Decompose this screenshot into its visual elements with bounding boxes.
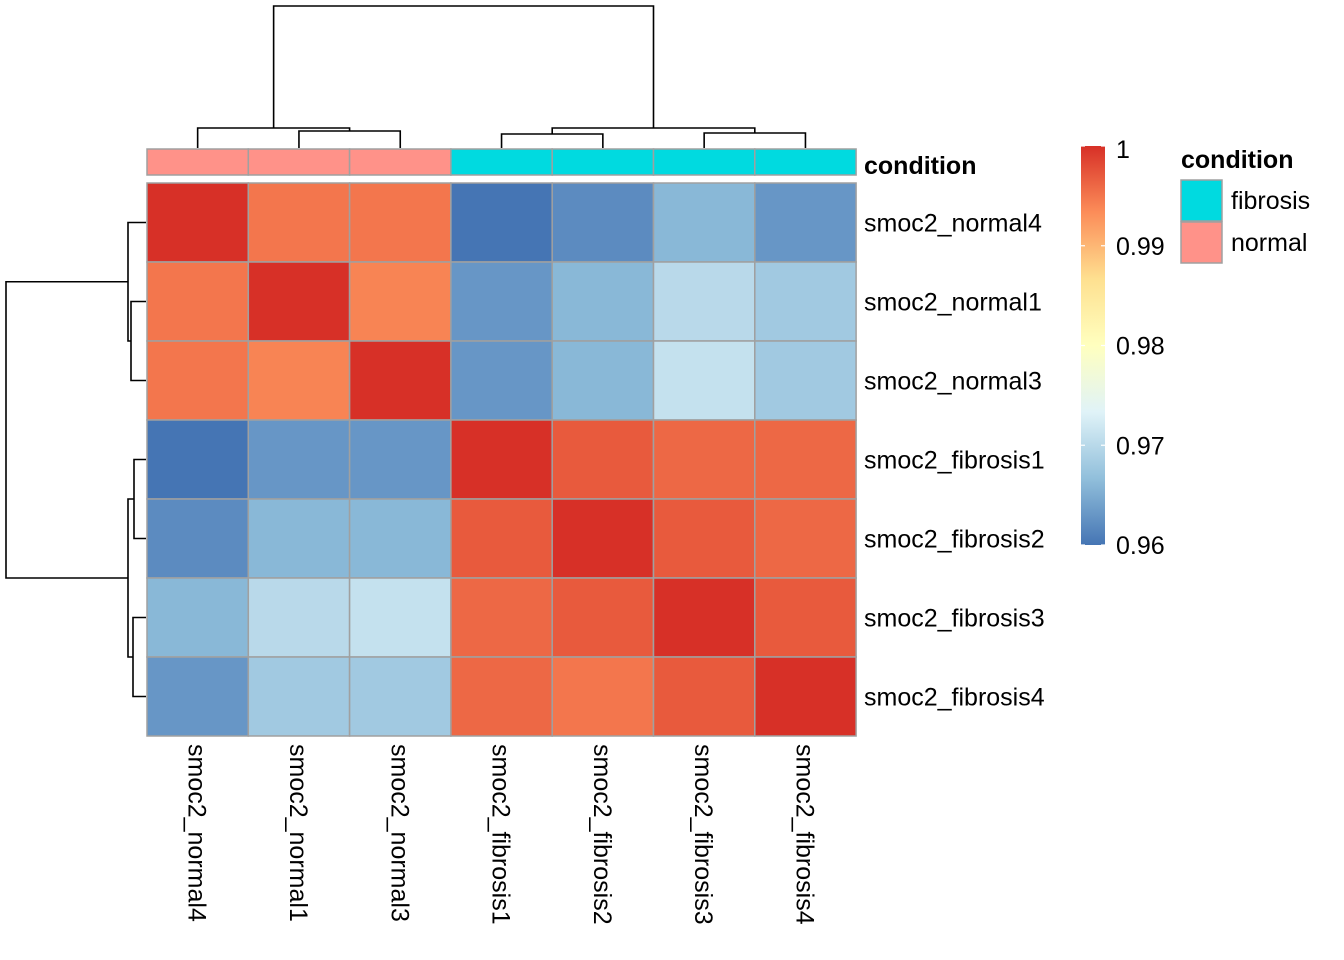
heatmap-cell bbox=[551, 656, 655, 737]
heatmap-cell bbox=[450, 577, 553, 658]
heatmap-cell bbox=[652, 656, 756, 737]
row-label: smoc2_normal4 bbox=[864, 210, 1042, 238]
heatmap-cell bbox=[146, 577, 250, 658]
row-label: smoc2_fibrosis4 bbox=[864, 684, 1045, 712]
heatmap-cell bbox=[146, 656, 250, 737]
column-label: smoc2_normal1 bbox=[284, 744, 312, 922]
color-scale-tick-label: 0.99 bbox=[1116, 233, 1165, 261]
annotation-label: condition bbox=[864, 152, 976, 180]
heatmap-cell bbox=[754, 419, 857, 500]
annotation-cell-fibrosis bbox=[450, 148, 553, 176]
condition-legend: condition fibrosis normal bbox=[1180, 146, 1310, 264]
color-scale-tick-label: 0.96 bbox=[1116, 532, 1165, 560]
heatmap-cell bbox=[348, 261, 452, 342]
heatmap-cell bbox=[247, 340, 351, 421]
row-label: smoc2_normal1 bbox=[864, 289, 1042, 317]
column-label: smoc2_fibrosis1 bbox=[487, 744, 515, 925]
heatmap-cell bbox=[450, 261, 553, 342]
annotation-cell-fibrosis bbox=[551, 148, 655, 176]
column-label: smoc2_fibrosis2 bbox=[588, 744, 616, 925]
heatmap-cell bbox=[551, 340, 655, 421]
color-scale-tick-label: 0.98 bbox=[1116, 333, 1165, 361]
heatmap-cell bbox=[551, 498, 655, 579]
heatmap-cell bbox=[450, 340, 553, 421]
heatmap-cell bbox=[146, 340, 250, 421]
row-dendrogram bbox=[5, 221, 146, 698]
heatmap-cell bbox=[348, 656, 452, 737]
column-label: smoc2_fibrosis3 bbox=[689, 744, 717, 925]
heatmap-cell bbox=[754, 498, 857, 579]
heatmap-cell bbox=[348, 419, 452, 500]
condition-legend-title: condition bbox=[1181, 146, 1293, 174]
row-label: smoc2_fibrosis2 bbox=[864, 526, 1045, 554]
heatmap-cell bbox=[450, 656, 553, 737]
heatmap-cell bbox=[247, 261, 351, 342]
dendrogram-branch bbox=[130, 300, 146, 382]
column-label: smoc2_normal4 bbox=[183, 744, 211, 922]
annotation-cell-normal bbox=[348, 148, 452, 176]
dendrogram-branch bbox=[132, 616, 146, 698]
heatmap-cell bbox=[450, 419, 553, 500]
heatmap-cell bbox=[450, 182, 553, 263]
legend-label-normal: normal bbox=[1231, 229, 1307, 257]
heatmap-cell bbox=[754, 577, 857, 658]
row-label: smoc2_fibrosis3 bbox=[864, 605, 1045, 633]
heatmap-cell bbox=[652, 419, 756, 500]
heatmap-cell bbox=[551, 577, 655, 658]
annotation-cell-normal bbox=[247, 148, 351, 176]
dendrogram-branch bbox=[703, 132, 807, 148]
column-label: smoc2_normal3 bbox=[385, 744, 413, 922]
heatmap-cell bbox=[652, 340, 756, 421]
heatmap-cell bbox=[146, 261, 250, 342]
column-label: smoc2_fibrosis4 bbox=[790, 744, 818, 925]
row-label: smoc2_fibrosis1 bbox=[864, 447, 1045, 475]
heatmap-cell bbox=[247, 419, 351, 500]
color-scale-tick-label: 1 bbox=[1116, 136, 1130, 164]
heatmap-cell bbox=[652, 261, 756, 342]
heatmap-cell bbox=[652, 577, 756, 658]
color-scale-tick-label: 0.97 bbox=[1116, 432, 1165, 460]
heatmap-cell bbox=[146, 182, 250, 263]
dendrogram-branch bbox=[500, 133, 604, 148]
legend-swatch-fibrosis bbox=[1180, 179, 1223, 222]
heatmap-cell bbox=[754, 656, 857, 737]
dendrogram-root bbox=[272, 5, 655, 128]
heatmap-cell bbox=[754, 340, 857, 421]
legend-swatch-normal bbox=[1180, 221, 1223, 264]
heatmap-cell bbox=[247, 498, 351, 579]
heatmap-cell bbox=[348, 182, 452, 263]
annotation-cell-fibrosis bbox=[652, 148, 756, 176]
heatmap-cell bbox=[754, 261, 857, 342]
legend-label-fibrosis: fibrosis bbox=[1231, 187, 1310, 215]
column-dendrogram bbox=[196, 5, 807, 148]
heatmap-cell bbox=[754, 182, 857, 263]
heatmap-cell bbox=[551, 182, 655, 263]
row-label: smoc2_normal3 bbox=[864, 368, 1042, 396]
heatmap-cell bbox=[551, 261, 655, 342]
heatmap-cell bbox=[247, 577, 351, 658]
heatmap-cell bbox=[348, 498, 452, 579]
heatmap-cell bbox=[551, 419, 655, 500]
heatmap-cell bbox=[348, 577, 452, 658]
condition-annotation-bar bbox=[146, 148, 857, 176]
heatmap-cell bbox=[348, 340, 452, 421]
heatmap-cell bbox=[652, 182, 756, 263]
row-labels: smoc2_normal4 smoc2_normal1 smoc2_normal3s… bbox=[864, 210, 1045, 712]
heatmap-cell bbox=[450, 498, 553, 579]
heatmap-cell bbox=[247, 182, 351, 263]
annotation-cell-normal bbox=[146, 148, 250, 176]
color-scale-legend: 1 0.99 0.98 0.97 0.96 bbox=[1081, 136, 1165, 560]
heatmap-cell bbox=[247, 656, 351, 737]
column-labels: smoc2_normal4 smoc2_normal1 smoc2_normal3 s… bbox=[183, 744, 819, 925]
heatmap-cell bbox=[146, 498, 250, 579]
dendrogram-branch bbox=[133, 458, 146, 540]
annotation-cell-fibrosis bbox=[754, 148, 857, 176]
heatmap-cells bbox=[146, 182, 857, 737]
dendrogram-branch bbox=[298, 130, 402, 148]
dendrogram-root bbox=[5, 280, 128, 579]
heatmap-cell bbox=[652, 498, 756, 579]
heatmap-cell bbox=[146, 419, 250, 500]
